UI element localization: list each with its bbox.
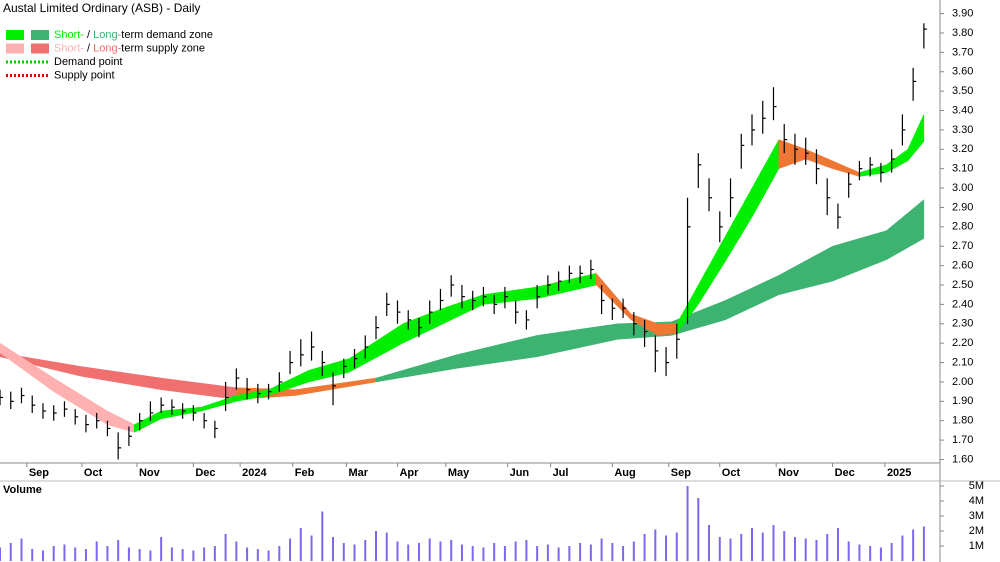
legend-swatch (6, 30, 24, 40)
volume-tick-label: 5M (969, 480, 984, 492)
zone-band (375, 199, 925, 383)
y-tick-label: 3.50 (952, 85, 973, 97)
y-tick-label: 2.60 (952, 260, 973, 272)
legend: Austal Limited Ordinary (ASB) - Daily Sh… (3, 1, 213, 81)
volume-panel: Volume 1M 2M 3M 4M 5M (0, 480, 984, 561)
x-tick-label: Sep (671, 467, 691, 479)
y-tick-label: 2.30 (952, 318, 973, 330)
price-bars (0, 23, 927, 460)
legend-label-part: Long- (93, 42, 121, 54)
x-tick-label: Oct (84, 467, 103, 479)
x-tick-label: Sep (29, 467, 49, 479)
x-tick-label: Apr (399, 467, 419, 479)
y-tick-label: 2.70 (952, 240, 973, 252)
x-tick-label: Oct (722, 467, 741, 479)
x-tick-label: 2025 (887, 467, 911, 479)
x-tick-label: Mar (348, 467, 368, 479)
y-tick-label: 2.90 (952, 201, 973, 213)
legend-label-part: / (84, 29, 93, 41)
y-tick-label: 1.80 (952, 415, 973, 427)
y-tick-label: 3.90 (952, 7, 973, 19)
x-tick-label: Jun (510, 467, 530, 479)
volume-tick-label: 3M (969, 510, 984, 522)
volume-tick-label: 4M (969, 495, 984, 507)
y-tick-label: 2.00 (952, 376, 973, 388)
legend-label-part: Short- (54, 42, 84, 54)
y-tick-label: 3.70 (952, 46, 973, 58)
chart-title: Austal Limited Ordinary (ASB) - Daily (3, 1, 200, 15)
x-tick-label: Nov (139, 467, 161, 479)
y-tick-label: 2.50 (952, 279, 973, 291)
legend-label: Supply point (54, 69, 115, 81)
y-tick-label: 3.10 (952, 163, 973, 175)
legend-label-part: term supply zone (121, 42, 205, 54)
legend-label: Short- / Long-term demand zone (54, 29, 213, 41)
x-tick-label: Dec (835, 467, 855, 479)
y-tick-label: 3.30 (952, 124, 973, 136)
x-tick-label: Aug (614, 467, 635, 479)
legend-label-part: term demand zone (121, 29, 213, 41)
y-tick-label: 2.10 (952, 356, 973, 368)
legend-label-part: / (84, 42, 93, 54)
axes: 1.60 1.70 1.80 1.90 2.00 2.10 2.20 2.30 2.40 2.50… (26, 7, 973, 479)
x-tick-label: May (448, 467, 470, 479)
y-tick-label: 2.80 (952, 221, 973, 233)
legend-swatch (31, 43, 49, 54)
y-tick-label: 2.20 (952, 337, 973, 349)
y-tick-label: 3.60 (952, 66, 973, 78)
legend-label: Demand point (54, 56, 123, 68)
legend-label: Short- / Long-term supply zone (54, 42, 205, 54)
legend-label-part: Short- (54, 29, 84, 41)
legend-label-part: Long- (93, 29, 121, 41)
x-tick-label: Dec (195, 467, 215, 479)
y-tick-label: 3.20 (952, 143, 973, 155)
y-tick-label: 3.00 (952, 182, 973, 194)
y-tick-label: 2.40 (952, 298, 973, 310)
y-tick-label: 1.90 (952, 395, 973, 407)
y-tick-label: 3.40 (952, 104, 973, 116)
x-tick-label: 2024 (242, 467, 267, 479)
y-tick-label: 1.60 (952, 453, 973, 465)
legend-swatch (6, 43, 24, 54)
volume-label: Volume (3, 484, 42, 496)
y-tick-label: 1.70 (952, 434, 973, 446)
x-tick-label: Feb (295, 467, 315, 479)
volume-tick-label: 1M (969, 540, 984, 552)
volume-tick-label: 2M (969, 525, 984, 537)
y-tick-label: 3.80 (952, 27, 973, 39)
x-tick-label: Nov (778, 467, 800, 479)
x-tick-label: Jul (553, 467, 569, 479)
legend-swatch (31, 30, 49, 40)
